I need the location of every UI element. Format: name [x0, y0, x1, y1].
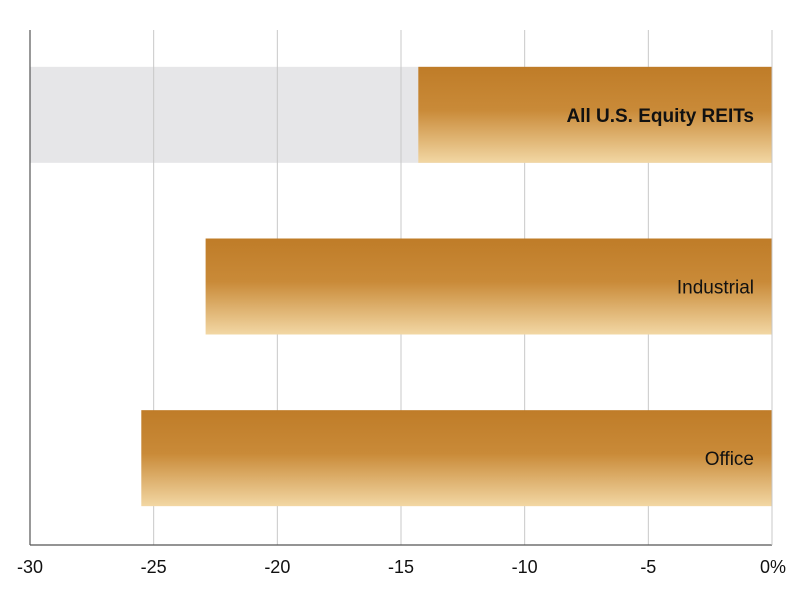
- x-tick-label: -30: [17, 557, 43, 577]
- x-tick-label: -15: [388, 557, 414, 577]
- bar-label: All U.S. Equity REITs: [566, 106, 754, 127]
- x-tick-label: -25: [141, 557, 167, 577]
- x-tick-label: -5: [640, 557, 656, 577]
- bar-label: Office: [705, 449, 754, 470]
- bar: [205, 238, 772, 335]
- x-tick-label: -10: [512, 557, 538, 577]
- bar-layer: [141, 66, 773, 507]
- bar: [418, 66, 772, 163]
- x-tick-label: -20: [264, 557, 290, 577]
- x-tick-label: 0%: [760, 557, 786, 577]
- axis-layer: [29, 30, 773, 546]
- label-layer: All U.S. Equity REITs Industrial Office -30…: [17, 106, 786, 577]
- bar-label: Industrial: [677, 278, 754, 299]
- bar: [141, 410, 773, 507]
